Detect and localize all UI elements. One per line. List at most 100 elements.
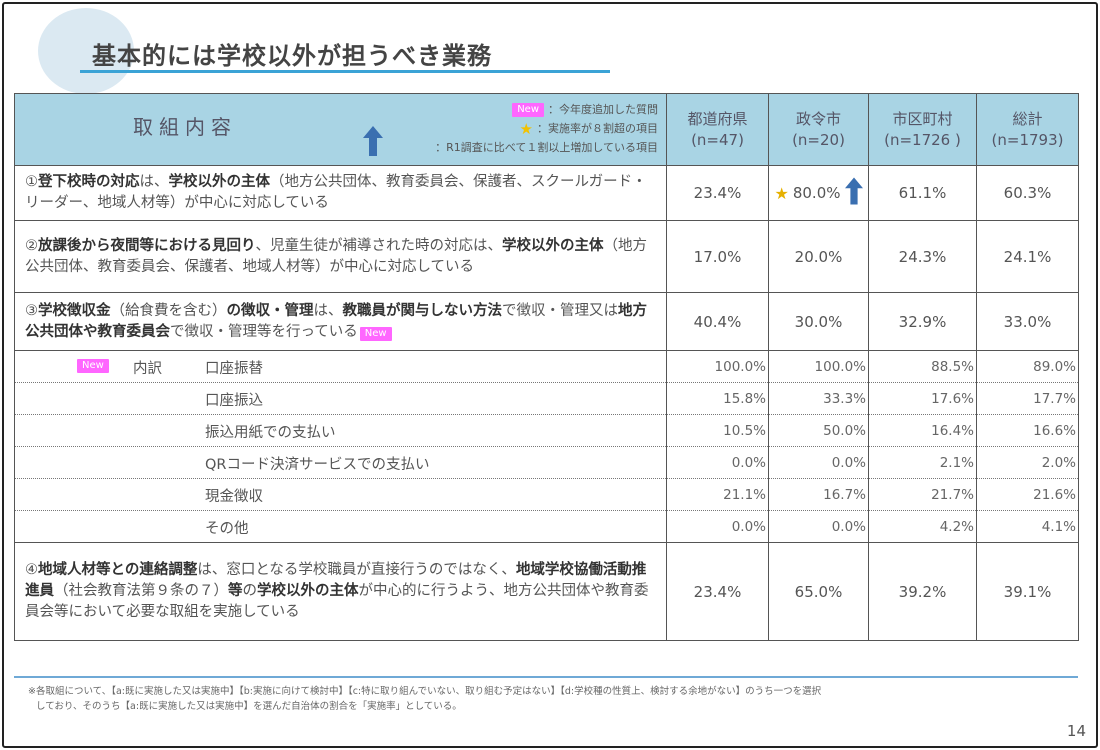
breakdown-value: 0.0% xyxy=(666,510,769,543)
table-row: ②放課後から夜間等における見回り、児童生徒が補導された時の対応は、学校以外の主体… xyxy=(14,220,1079,293)
legend-new-text: ：今年度追加した質問 xyxy=(548,103,658,116)
breakdown-value: 21.7% xyxy=(868,478,977,511)
breakdown-value: 0.0% xyxy=(666,446,769,479)
breakdown-item: QRコード決済サービスでの支払い xyxy=(14,446,667,479)
breakdown-value: 16.4% xyxy=(868,414,977,447)
item-text-segment: で徴収・管理又は xyxy=(502,302,618,319)
legend-arrow-text: ：R1調査に比べて１割以上増加している項目 xyxy=(435,141,658,154)
value-cell: 65.0% xyxy=(768,542,869,641)
legend-star-text: ：実施率が８割超の項目 xyxy=(537,122,658,135)
item-text-segment: 登下校時の対応 xyxy=(38,174,140,190)
item-text-segment: 学校以外の主体 xyxy=(257,583,359,599)
value-cell: 39.2% xyxy=(868,542,977,641)
breakdown-value: 2.1% xyxy=(868,446,977,479)
breakdown-value: 4.2% xyxy=(868,510,977,543)
item-text-segment: （地方公共団体、教育委員会、保護者、地域人材等）が中心に対応している xyxy=(25,237,647,275)
breakdown-value: 16.6% xyxy=(976,414,1079,447)
item-text-segment: 地域人材等との連絡調整 xyxy=(38,562,198,578)
value-cell: 24.3% xyxy=(868,220,977,293)
breakdown-value: 2.0% xyxy=(976,446,1079,479)
item-text-segment: 学校徴収金 xyxy=(38,302,111,319)
breakdown-label: 口座振替 xyxy=(205,361,263,377)
breakdown-item: その他 xyxy=(14,510,667,543)
breakdown-value: 0.0% xyxy=(768,446,869,479)
footnote: ※各取組について、【a:既に実施した又は実施中】【b:実施に向けて検討中】【c:… xyxy=(28,686,822,712)
value-cell: 17.0% xyxy=(666,220,769,293)
item-text-segment: 学校以外の主体 xyxy=(168,174,271,190)
value-cell: 30.0% xyxy=(768,292,869,351)
item-text-segment: が中心的に行うよう、地方公共団体や教育委員会等において必要な取組を実施している xyxy=(25,583,649,620)
slide-title: 基本的には学校以外が担うべき業務 xyxy=(92,42,492,70)
item-text-segment: 放課後から夜間等における見回り xyxy=(38,237,256,254)
breakdown-label: 振込用紙での支払い xyxy=(205,425,336,441)
breakdown-value: 88.5% xyxy=(868,350,977,383)
value-cell: 24.1% xyxy=(976,220,1079,293)
new-badge: New xyxy=(77,359,109,373)
item-text-segment: （社会教育法第９条の７） xyxy=(54,583,228,599)
value-text: 80.0% xyxy=(792,184,841,202)
breakdown-label: 口座振込 xyxy=(205,393,263,409)
item-description: ④地域人材等との連絡調整は、窓口となる学校職員が直接行うのではなく、地域学校協働… xyxy=(14,542,667,641)
column-header: 都道府県 (n=47) xyxy=(666,93,769,166)
value-cell: 61.1% xyxy=(868,165,977,221)
breakdown-value: 89.0% xyxy=(976,350,1079,383)
page-number: 14 xyxy=(1066,722,1086,740)
item-description: ②放課後から夜間等における見回り、児童生徒が補導された時の対応は、学校以外の主体… xyxy=(14,220,667,293)
value-cell: 23.4% xyxy=(666,542,769,641)
breakdown-item: New 内訳 口座振替 xyxy=(14,350,667,383)
item-text-segment: 学校以外の主体 xyxy=(502,237,604,254)
item-text-segment: 教職員が関与しない方法 xyxy=(342,302,503,319)
legend-arrow-icon xyxy=(363,126,383,162)
value-cell: 20.0% xyxy=(768,220,869,293)
item-text-segment: ① xyxy=(25,174,38,190)
item-text-segment: ② xyxy=(25,237,38,254)
results-table: 取組内容 New ：今年度追加した質問 ★ ：実施率が８割超の項目 ：R1調査に… xyxy=(14,93,1079,641)
breakdown-item: 振込用紙での支払い xyxy=(14,414,667,447)
value-cell: ★ 80.0% xyxy=(768,165,869,221)
value-cell: 39.1% xyxy=(976,542,1079,641)
breakdown-item: 口座振込 xyxy=(14,382,667,415)
breakdown-row: 口座振込 15.8% 33.3% 17.6% 17.7% xyxy=(14,382,1079,415)
breakdown-label: QRコード決済サービスでの支払い xyxy=(205,457,430,473)
item-text-segment: ③ xyxy=(25,302,38,319)
new-badge: New xyxy=(359,326,392,341)
value-cell: 23.4% xyxy=(666,165,769,221)
item-text-segment: 、児童生徒が補導された時の対応は、 xyxy=(255,237,503,254)
up-arrow-icon xyxy=(844,177,863,209)
breakdown-value: 21.6% xyxy=(976,478,1079,511)
value-cell: 33.0% xyxy=(976,292,1079,351)
breakdown-value: 33.3% xyxy=(768,382,869,415)
item-description: ③学校徴収金（給食費を含む）の徴収・管理は、教職員が関与しない方法で徴収・管理又… xyxy=(14,292,667,351)
item-description: ①登下校時の対応は、学校以外の主体（地方公共団体、教育委員会、保護者、スクールガ… xyxy=(14,165,667,221)
column-header: 政令市 (n=20) xyxy=(768,93,869,166)
item-text-segment: （給食費を含む） xyxy=(110,302,227,319)
legend: New ：今年度追加した質問 ★ ：実施率が８割超の項目 ：R1調査に比べて１割… xyxy=(435,100,658,157)
breakdown-label: 現金徴収 xyxy=(205,489,263,505)
title-underline xyxy=(80,70,610,73)
item-text-segment: の徴収・管理 xyxy=(226,302,314,319)
breakdown-value: 16.7% xyxy=(768,478,869,511)
breakdown-value: 100.0% xyxy=(666,350,769,383)
column-header: 市区町村 (n=1726 ) xyxy=(868,93,977,166)
item-text-segment: の xyxy=(242,583,258,599)
item-text-segment: は、 xyxy=(139,174,169,190)
item-text-segment: ④ xyxy=(25,562,38,578)
legend-new-badge: New xyxy=(512,102,544,117)
breakdown-label: その他 xyxy=(205,521,249,537)
breakdown-row: QRコード決済サービスでの支払い 0.0% 0.0% 2.1% 2.0% xyxy=(14,446,1079,479)
table-row: ①登下校時の対応は、学校以外の主体（地方公共団体、教育委員会、保護者、スクールガ… xyxy=(14,165,1079,221)
column-header: 総計 (n=1793) xyxy=(976,93,1079,166)
item-text-segment: （地方公共団体、教育委員会、保護者、スクールガード・リーダー、地域人材等）が中心… xyxy=(25,174,647,211)
item-text-segment: 地方公共団体や教育委員会 xyxy=(25,302,647,340)
table-row: ③学校徴収金（給食費を含む）の徴収・管理は、教職員が関与しない方法で徴収・管理又… xyxy=(14,292,1079,351)
legend-star-icon: ★ xyxy=(519,119,533,138)
item-text-segment: 地域学校協働活動推進員 xyxy=(25,562,647,599)
breakdown-value: 100.0% xyxy=(768,350,869,383)
breakdown-value: 17.6% xyxy=(868,382,977,415)
value-cell: 60.3% xyxy=(976,165,1079,221)
breakdown-row: 振込用紙での支払い 10.5% 50.0% 16.4% 16.6% xyxy=(14,414,1079,447)
breakdown-value: 0.0% xyxy=(768,510,869,543)
star-icon: ★ xyxy=(774,183,789,203)
breakdown-value: 21.1% xyxy=(666,478,769,511)
